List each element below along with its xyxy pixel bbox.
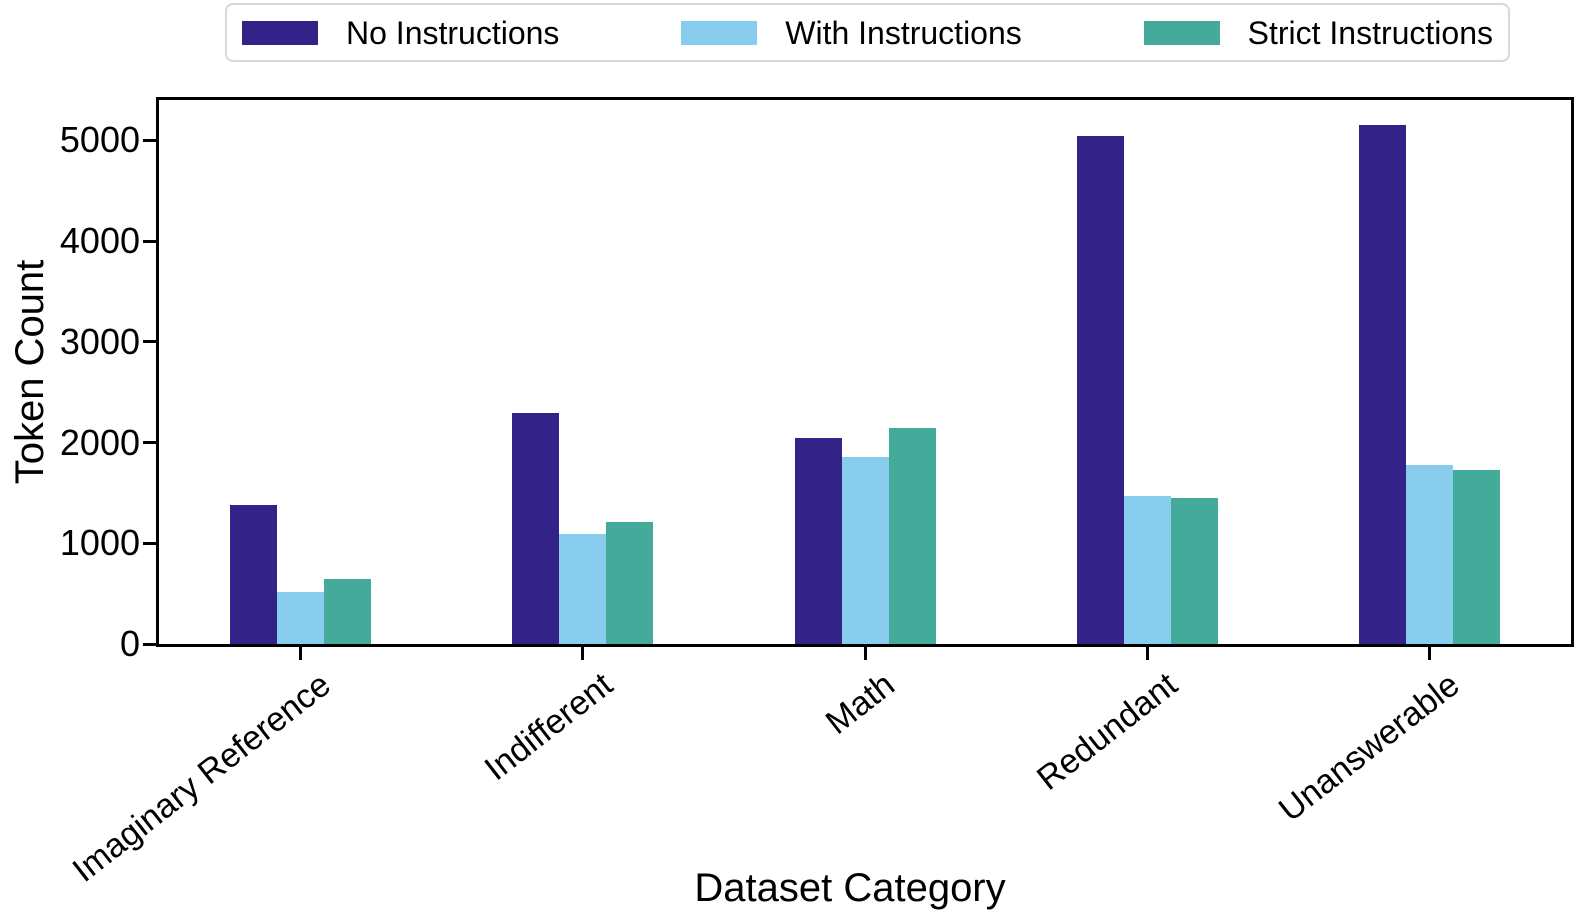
bar — [559, 534, 607, 644]
x-tick-label: Unanswerable — [1272, 665, 1467, 830]
y-tick-label: 5000 — [59, 119, 140, 161]
y-tick-mark — [143, 642, 156, 646]
bar — [1406, 464, 1454, 644]
x-tick-mark — [298, 647, 302, 660]
y-axis-title: Token Count — [8, 259, 52, 485]
legend-swatch-with-instructions — [681, 20, 758, 45]
y-tick-label: 0 — [119, 623, 140, 664]
y-tick-label: 4000 — [59, 220, 140, 262]
bar — [1076, 136, 1124, 644]
x-tick-label: Imaginary Reference — [65, 665, 338, 890]
y-tick-mark — [143, 340, 156, 344]
bar — [512, 413, 560, 644]
x-axis-title: Dataset Category — [694, 866, 1006, 910]
bar — [606, 522, 654, 644]
legend: No Instructions With Instructions Strict… — [225, 3, 1510, 62]
y-tick-label: 3000 — [59, 320, 140, 362]
y-tick-label: 2000 — [59, 421, 140, 463]
legend-swatch-no-instructions — [242, 20, 318, 45]
legend-label: Strict Instructions — [1247, 14, 1493, 51]
bar — [1170, 497, 1218, 644]
bar — [323, 578, 371, 644]
bar — [1453, 469, 1501, 644]
legend-swatch-strict-instructions — [1143, 20, 1220, 45]
legend-item-with-instructions: With Instructions — [681, 17, 1022, 49]
bar — [794, 438, 842, 644]
x-tick-mark — [581, 647, 585, 660]
x-tick-mark — [863, 647, 867, 660]
bar — [1359, 125, 1407, 644]
x-tick-mark — [1428, 647, 1432, 660]
x-tick-label: Redundant — [1030, 665, 1185, 798]
bar — [841, 456, 889, 644]
legend-label: With Instructions — [785, 14, 1022, 51]
y-tick-mark — [143, 441, 156, 445]
x-tick-mark — [1145, 647, 1149, 660]
legend-item-strict-instructions: Strict Instructions — [1143, 14, 1493, 51]
bar — [229, 504, 277, 644]
bar — [276, 591, 324, 644]
x-tick-label: Indifferent — [477, 665, 620, 789]
y-tick-label: 1000 — [59, 522, 140, 564]
bar — [888, 428, 936, 644]
y-tick-mark — [143, 541, 156, 545]
legend-item-no-instructions: No Instructions — [242, 17, 559, 49]
y-tick-mark — [143, 138, 156, 142]
x-tick-label: Math — [819, 665, 903, 742]
legend-label: No Instructions — [346, 14, 560, 51]
bar — [1123, 495, 1171, 644]
y-tick-mark — [143, 239, 156, 243]
